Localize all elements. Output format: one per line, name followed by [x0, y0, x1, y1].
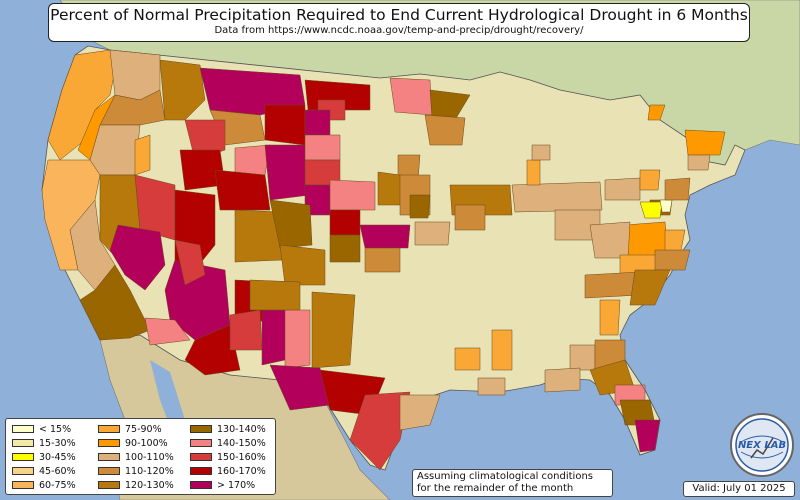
assumption-note: Assuming climatological conditions for t… — [412, 469, 613, 497]
legend-label: 150-160% — [217, 451, 266, 463]
legend-swatch — [12, 439, 34, 447]
legend-label: 45-60% — [39, 465, 76, 477]
map-subtitle: Data from https://www.ncdc.noaa.gov/temp… — [214, 25, 584, 36]
legend-swatch — [190, 481, 212, 489]
legend-swatch — [190, 425, 212, 433]
legend-swatch — [12, 425, 34, 433]
legend: < 15% 15-30% 30-45% 45-60% 60-75% 75-90%… — [5, 418, 276, 495]
legend-item: < 15% — [12, 422, 76, 436]
valid-date: Valid: July 01 2025 — [683, 481, 795, 497]
legend-column-1: < 15% 15-30% 30-45% 45-60% 60-75% — [12, 422, 76, 492]
legend-column-3: 130-140% 140-150% 150-160% 160-170% > 17… — [190, 422, 266, 492]
legend-swatch — [12, 453, 34, 461]
legend-label: 110-120% — [125, 465, 174, 477]
logo-text: NEX LAB — [738, 440, 786, 451]
legend-swatch — [98, 453, 120, 461]
legend-label: 100-110% — [125, 451, 174, 463]
legend-column-2: 75-90% 90-100% 100-110% 110-120% 120-130… — [98, 422, 174, 492]
legend-item: 130-140% — [190, 422, 266, 436]
legend-label: 30-45% — [39, 451, 76, 463]
legend-label: > 170% — [217, 479, 256, 491]
legend-swatch — [12, 481, 34, 489]
legend-swatch — [98, 425, 120, 433]
legend-item: 60-75% — [12, 478, 76, 492]
legend-label: 90-100% — [125, 437, 168, 449]
title-box: Percent of Normal Precipitation Required… — [48, 3, 750, 42]
map-title: Percent of Normal Precipitation Required… — [50, 6, 748, 24]
legend-swatch — [12, 467, 34, 475]
legend-swatch — [98, 467, 120, 475]
legend-swatch — [98, 439, 120, 447]
legend-item: 15-30% — [12, 436, 76, 450]
legend-item: 160-170% — [190, 464, 266, 478]
legend-label: 75-90% — [125, 423, 162, 435]
legend-label: 160-170% — [217, 465, 266, 477]
legend-item: 110-120% — [98, 464, 174, 478]
note-line-1: Assuming climatological conditions — [417, 471, 593, 482]
legend-item: 90-100% — [98, 436, 174, 450]
legend-item: 30-45% — [12, 450, 76, 464]
legend-item: 150-160% — [190, 450, 266, 464]
legend-label: 15-30% — [39, 437, 76, 449]
legend-item: 75-90% — [98, 422, 174, 436]
legend-item: 45-60% — [12, 464, 76, 478]
legend-swatch — [190, 467, 212, 475]
note-line-2: for the remainder of the month — [417, 483, 574, 494]
legend-label: 120-130% — [125, 479, 174, 491]
legend-label: < 15% — [39, 423, 72, 435]
legend-item: 120-130% — [98, 478, 174, 492]
drought-regions — [41, 49, 726, 471]
legend-item: 100-110% — [98, 450, 174, 464]
legend-swatch — [190, 439, 212, 447]
legend-label: 60-75% — [39, 479, 76, 491]
florida-coast — [609, 359, 661, 456]
legend-swatch — [98, 481, 120, 489]
legend-item: 140-150% — [190, 436, 266, 450]
legend-label: 130-140% — [217, 423, 266, 435]
legend-item: > 170% — [190, 478, 266, 492]
nexlab-logo: NEX LAB — [730, 413, 794, 477]
legend-swatch — [190, 453, 212, 461]
legend-label: 140-150% — [217, 437, 266, 449]
